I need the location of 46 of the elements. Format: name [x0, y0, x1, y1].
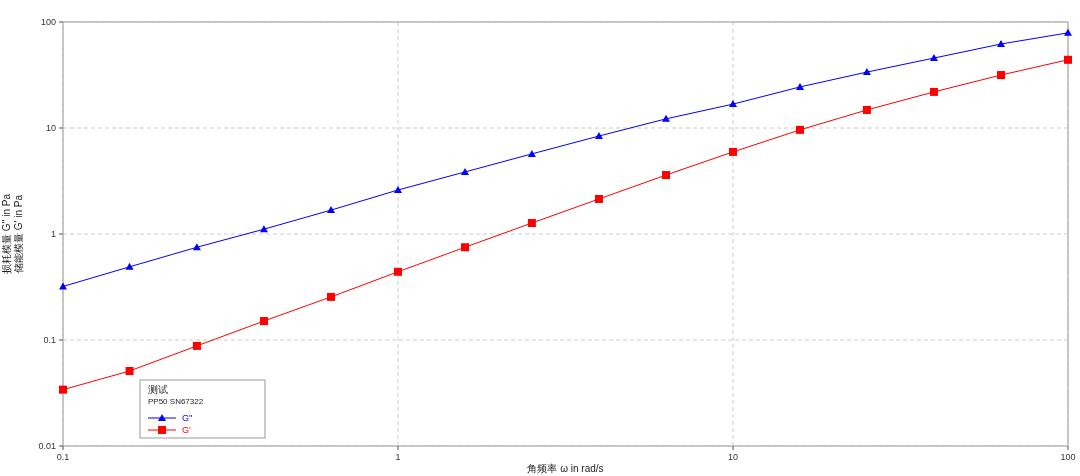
point	[796, 125, 805, 134]
point	[662, 114, 671, 122]
x-tick-label: 1	[395, 452, 401, 462]
point	[862, 105, 871, 114]
point	[527, 219, 536, 227]
point	[594, 132, 603, 140]
x-axis-title: 角频率 ω in rad/s	[527, 463, 604, 474]
annotation: PP50 SN67322	[148, 397, 204, 406]
point	[327, 292, 336, 301]
point	[192, 243, 201, 251]
point	[394, 267, 402, 276]
y-tick-label: 10	[45, 123, 56, 133]
x-tick-label: 0.1	[56, 452, 70, 462]
point	[59, 385, 67, 394]
point	[929, 87, 938, 96]
y-tick-label: 0.01	[38, 441, 56, 451]
point	[729, 100, 737, 108]
point	[796, 82, 805, 90]
point	[1064, 55, 1072, 64]
point	[929, 54, 938, 62]
legend-label: G''	[182, 413, 193, 423]
point	[259, 317, 268, 326]
point	[729, 147, 737, 156]
point	[327, 206, 336, 214]
point	[527, 149, 536, 157]
point	[394, 186, 402, 194]
y-tick-label: 0.1	[43, 335, 56, 345]
point	[997, 71, 1006, 80]
point	[594, 194, 603, 203]
point	[125, 367, 134, 375]
point	[125, 262, 134, 270]
point	[461, 167, 470, 175]
y-tick-label: 100	[40, 17, 56, 27]
legend-label: G'	[182, 425, 191, 435]
x-tick-label: 100	[1060, 452, 1076, 462]
point	[461, 243, 470, 252]
point	[1064, 28, 1072, 36]
y-tick-label: 1	[50, 229, 56, 239]
legend-title: 测试	[148, 384, 168, 395]
point	[997, 40, 1006, 48]
point	[259, 225, 268, 233]
point	[662, 171, 671, 180]
point	[192, 341, 201, 350]
y-axis-title: 损耗模量 G'' in Pa 储能模量 G' in Pa	[1, 193, 24, 274]
point	[862, 68, 871, 76]
x-tick-label: 10	[727, 452, 739, 462]
